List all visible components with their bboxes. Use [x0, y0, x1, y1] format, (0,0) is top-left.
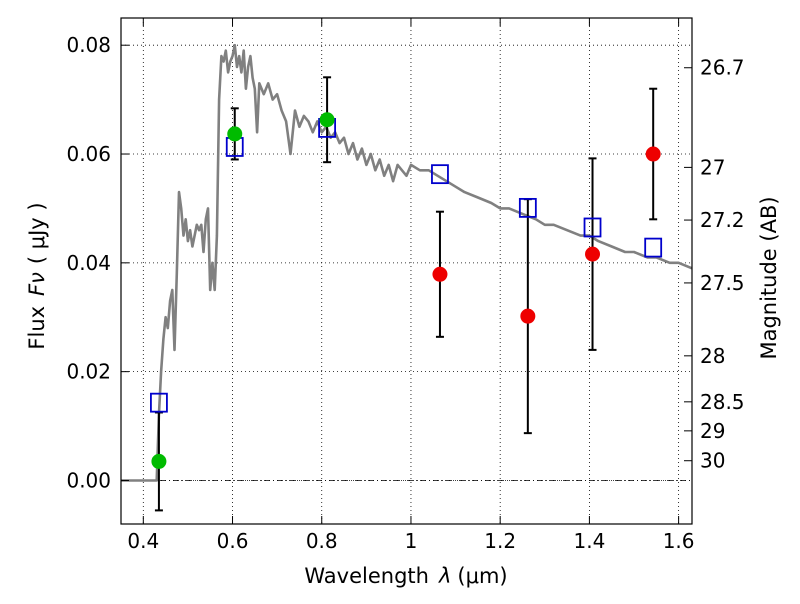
y2-tick-label: 30 [700, 449, 725, 473]
observed-points [151, 112, 661, 469]
x-tick-label: 0.4 [127, 529, 159, 553]
y-tick-label: 0.04 [66, 251, 111, 275]
x-tick-label: 1.6 [663, 529, 695, 553]
upper-limit-point [585, 246, 601, 262]
model-spectrum [121, 43, 693, 482]
x-tick-label: 0.6 [217, 529, 249, 553]
x-tick-label: 1.4 [573, 529, 605, 553]
x-axis-ticks: 0.4 0.6 0.8 1 1.2 1.4 1.6 [127, 18, 695, 553]
y-tick-label: 0.02 [66, 360, 111, 384]
x-axis-label: Wavelength λ (μm) [304, 564, 507, 588]
x-tick-label: 0.8 [306, 529, 338, 553]
y2-axis-ticks: 26.7 27 27.2 27.5 28 28.5 29 30 [684, 56, 745, 473]
upper-limit-point [432, 266, 448, 282]
grid-lines [121, 18, 692, 524]
detection-point [227, 126, 243, 142]
model-spectrum-line [121, 43, 693, 482]
upper-limit-point [645, 146, 661, 162]
y2-tick-label: 27.2 [700, 208, 745, 232]
y2-tick-label: 29 [700, 419, 725, 443]
model-photometry-square [583, 217, 602, 238]
upper-limit-point [520, 308, 536, 324]
y-tick-label: 0.08 [66, 33, 111, 57]
y2-tick-label: 27.5 [700, 271, 745, 295]
plot-frame [120, 17, 693, 525]
detection-point [319, 112, 335, 128]
y2-tick-label: 28.5 [700, 390, 745, 414]
y-tick-label: 0.06 [66, 142, 111, 166]
y2-tick-label: 27 [700, 155, 725, 179]
model-photometry-square [518, 197, 537, 218]
model-photometry-square [644, 237, 663, 258]
y2-axis-label: Magnitude (AB) [757, 196, 781, 359]
y2-tick-label: 28 [700, 344, 725, 368]
model-photometry-square [431, 164, 449, 185]
detection-point [151, 453, 167, 469]
y-axis-label: FluxFν( μJy ) [25, 202, 49, 349]
x-tick-label: 1 [405, 529, 418, 553]
y-axis-ticks: 0.00 0.02 0.04 0.06 0.08 [66, 33, 129, 492]
model-photometry-square [150, 392, 168, 413]
y-tick-label: 0.00 [66, 468, 111, 492]
x-tick-label: 1.2 [484, 529, 516, 553]
y2-tick-label: 26.7 [700, 56, 745, 80]
